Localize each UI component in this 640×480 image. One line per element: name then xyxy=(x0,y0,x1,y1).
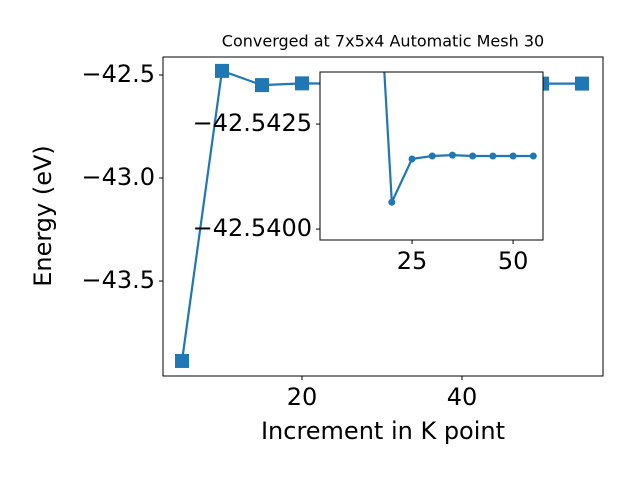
x-tick-label: 25 xyxy=(397,247,428,275)
marker xyxy=(469,152,477,160)
y-tick-label: −43.5 xyxy=(81,266,155,294)
axes-frame xyxy=(162,56,604,377)
y-tick-label: −42.5400 xyxy=(193,214,312,242)
marker xyxy=(388,198,396,206)
marker xyxy=(215,63,229,78)
marker xyxy=(175,353,189,368)
series xyxy=(383,72,537,206)
x-tick-label: 50 xyxy=(498,247,529,275)
chart-title: Converged at 7x5x4 Automatic Mesh 30 xyxy=(222,32,544,51)
y-axis-label: Energy (eV) xyxy=(29,145,57,287)
marker xyxy=(255,78,269,93)
marker xyxy=(408,155,416,163)
x-tick-label: 20 xyxy=(287,383,318,411)
x-axis-label: Increment in K point xyxy=(261,417,505,445)
marker xyxy=(489,152,497,160)
y-tick-label: −42.5 xyxy=(81,60,155,88)
y-tick-label: −42.5425 xyxy=(193,109,312,137)
marker xyxy=(509,152,517,160)
y-tick-label: −43.0 xyxy=(81,163,155,191)
marker xyxy=(448,151,456,159)
marker xyxy=(529,152,537,160)
axes-frame xyxy=(319,71,544,241)
marker xyxy=(575,76,589,91)
marker xyxy=(295,76,309,91)
x-tick-label: 40 xyxy=(447,383,478,411)
marker xyxy=(428,152,436,160)
